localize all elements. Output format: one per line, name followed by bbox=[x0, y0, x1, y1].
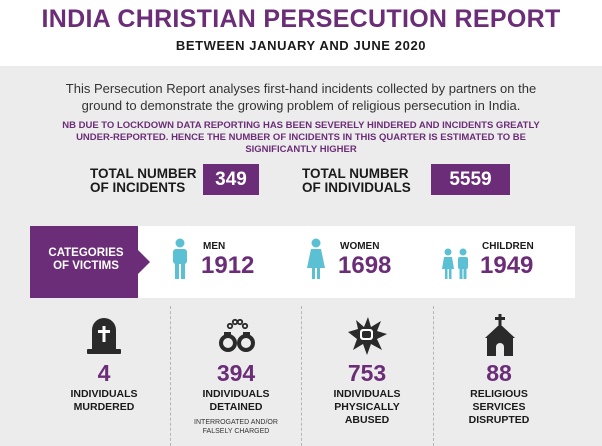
women-value: 1698 bbox=[338, 252, 392, 279]
individuals-label: TOTAL NUMBER OF INDIVIDUALS bbox=[302, 167, 411, 195]
detained-sublabel-line-1: INTERROGATED AND/OR bbox=[194, 419, 278, 426]
report-title: INDIA CHRISTIAN PERSECUTION REPORT bbox=[41, 5, 561, 33]
murdered-label-line-1: INDIVIDUALS bbox=[70, 388, 138, 400]
detained-label-line-1: INDIVIDUALS bbox=[202, 388, 270, 400]
disrupted-value: 88 bbox=[486, 360, 512, 386]
detained-sublabel: INTERROGATED AND/OR FALSELY CHARGED bbox=[172, 418, 300, 436]
tombstone-icon bbox=[87, 318, 121, 354]
abused-label: INDIVIDUALS PHYSICALLY ABUSED bbox=[303, 388, 431, 427]
men-label: MEN bbox=[203, 241, 226, 252]
church-icon bbox=[485, 314, 515, 356]
abused-label-line-1: INDIVIDUALS bbox=[333, 388, 401, 400]
individuals-value: 5559 bbox=[431, 164, 510, 195]
man-icon bbox=[173, 238, 187, 279]
lockdown-note: NB DUE TO LOCKDOWN DATA REPORTING HAS BE… bbox=[62, 120, 540, 155]
categories-tag bbox=[30, 226, 150, 298]
individuals-label-line-1: TOTAL NUMBER bbox=[302, 166, 409, 181]
column-divider bbox=[433, 306, 434, 446]
detained-label-line-2: DETAINED bbox=[209, 401, 263, 413]
children-icon bbox=[442, 248, 468, 279]
abused-label-line-3: ABUSED bbox=[344, 414, 390, 426]
murdered-label: INDIVIDUALS MURDERED bbox=[40, 388, 168, 414]
incidents-label-line-1: TOTAL NUMBER bbox=[90, 166, 197, 181]
abused-label-line-2: PHYSICALLY bbox=[334, 401, 400, 413]
detained-value: 394 bbox=[216, 360, 256, 386]
column-divider bbox=[170, 306, 171, 446]
incidents-label-line-2: OF INCIDENTS bbox=[90, 180, 186, 195]
disrupted-label-line-1: RELIGIOUS bbox=[470, 388, 528, 400]
header-band bbox=[0, 0, 602, 66]
intro-paragraph: This Persecution Report analyses first-h… bbox=[65, 81, 537, 113]
individuals-label-line-2: OF INDIVIDUALS bbox=[302, 180, 411, 195]
children-value: 1949 bbox=[480, 252, 534, 279]
categories-tag-text: CATEGORIES OF VICTIMS bbox=[40, 247, 132, 273]
children-label: CHILDREN bbox=[482, 241, 534, 252]
murdered-label-line-2: MURDERED bbox=[73, 401, 135, 413]
men-value: 1912 bbox=[201, 252, 255, 279]
disrupted-label-line-2: SERVICES bbox=[472, 401, 526, 413]
woman-icon bbox=[307, 238, 325, 279]
incidents-label: TOTAL NUMBER OF INCIDENTS bbox=[90, 167, 197, 195]
abused-value: 753 bbox=[347, 360, 387, 386]
incidents-value: 349 bbox=[203, 164, 259, 195]
column-divider bbox=[301, 306, 302, 446]
detained-label: INDIVIDUALS DETAINED bbox=[172, 388, 300, 414]
women-label: WOMEN bbox=[340, 241, 380, 252]
detained-sublabel-line-2: FALSELY CHARGED bbox=[202, 428, 270, 435]
murdered-value: 4 bbox=[97, 360, 111, 386]
disrupted-label-line-3: DISRUPTED bbox=[468, 414, 530, 426]
handcuffs-icon bbox=[219, 318, 255, 352]
disrupted-label: RELIGIOUS SERVICES DISRUPTED bbox=[435, 388, 563, 427]
report-subtitle: BETWEEN JANUARY AND JUNE 2020 bbox=[175, 38, 427, 53]
fist-icon bbox=[348, 317, 387, 355]
categories-tag-line-1: CATEGORIES bbox=[48, 247, 124, 259]
categories-tag-line-2: OF VICTIMS bbox=[53, 260, 119, 272]
